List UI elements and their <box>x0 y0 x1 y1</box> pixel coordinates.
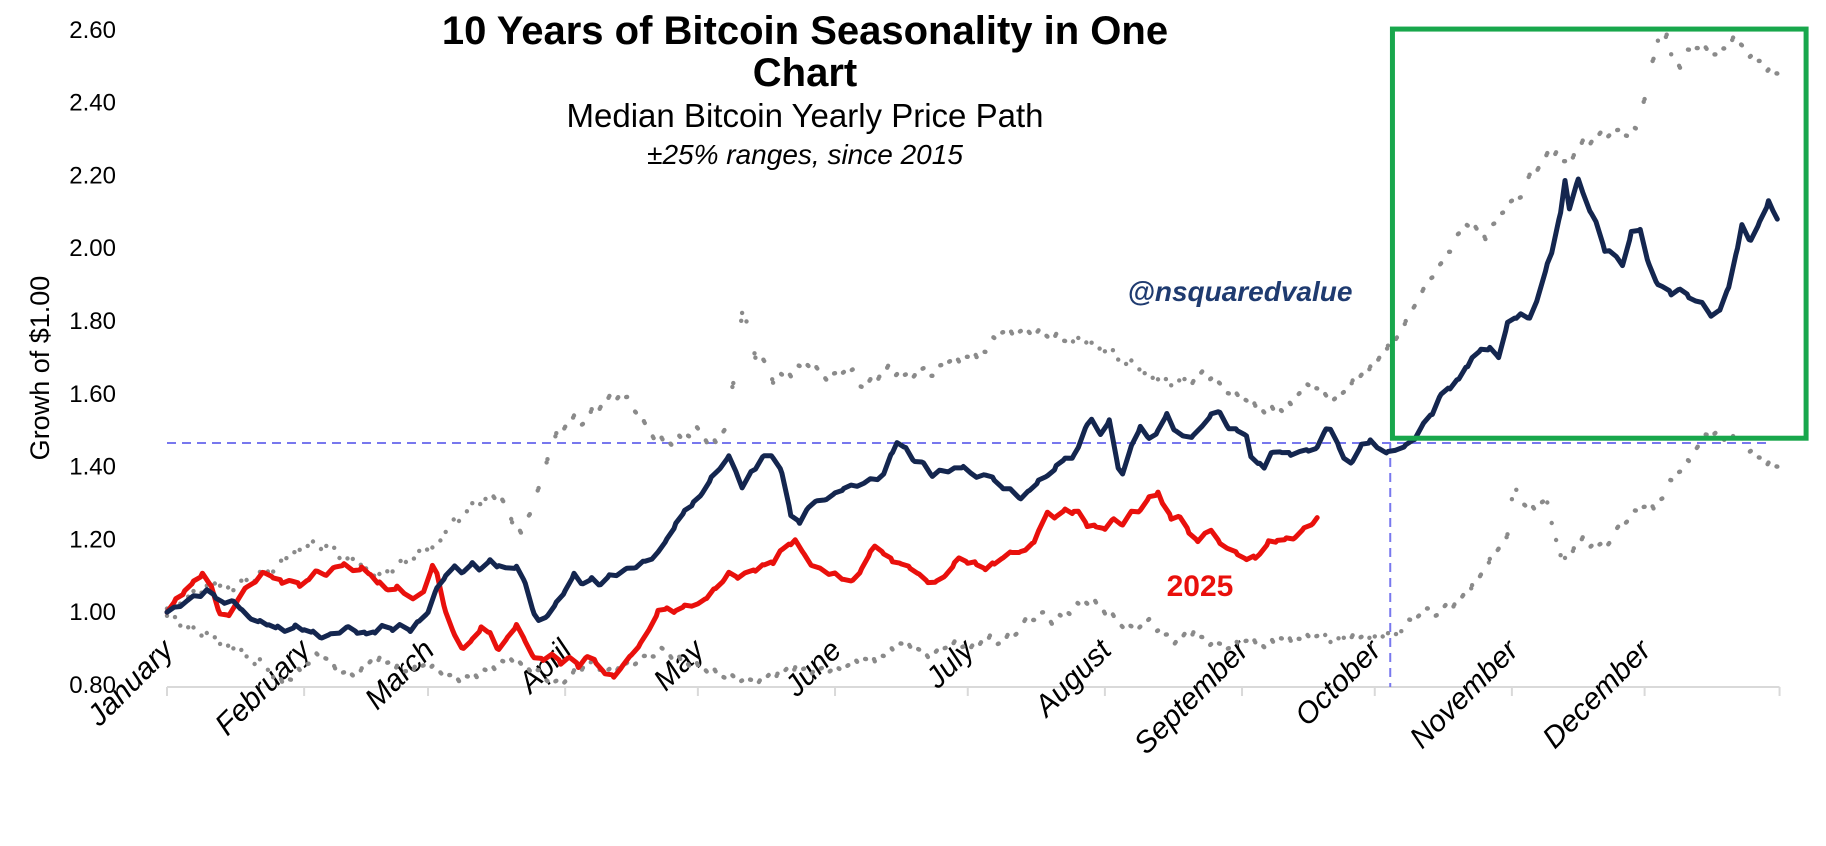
month-label: September <box>1128 633 1256 761</box>
y-tick-label: 2.60 <box>69 17 116 44</box>
month-label: November <box>1404 633 1526 755</box>
month-label: August <box>1027 632 1119 724</box>
y-tick-label: 1.80 <box>69 308 116 335</box>
y-tick-label: 0.80 <box>69 672 116 699</box>
highlight-box-q4 <box>1389 26 1809 441</box>
median-line <box>164 176 1780 641</box>
y-axis-title: Growh of $1.00 <box>25 275 55 461</box>
y-tick-label: 1.20 <box>69 526 116 553</box>
month-label: July <box>919 632 982 695</box>
watermark-handle: @nsquaredvalue <box>1127 276 1353 307</box>
upper-band-dots <box>164 32 1780 611</box>
line-2025 <box>164 489 1320 680</box>
month-label: March <box>359 634 441 716</box>
y-tick-label: 1.40 <box>69 454 116 481</box>
chart-range-note: ±25% ranges, since 2015 <box>647 139 963 170</box>
title-block: 10 Years of Bitcoin Seasonality in One C… <box>390 10 1220 171</box>
y-tick-label: 2.20 <box>69 162 116 189</box>
y-tick-label: 1.00 <box>69 599 116 626</box>
y-tick-label: 2.40 <box>69 90 116 117</box>
month-label: December <box>1536 633 1658 755</box>
y-tick-label: 2.00 <box>69 235 116 262</box>
series-label-2025: 2025 <box>1166 570 1234 603</box>
y-tick-label: 1.60 <box>69 381 116 408</box>
month-label: April <box>511 633 579 701</box>
month-label: October <box>1289 633 1389 733</box>
chart-subtitle: Median Bitcoin Yearly Price Path <box>566 97 1044 134</box>
chart-title: 10 Years of Bitcoin Seasonality in One C… <box>441 9 1169 95</box>
